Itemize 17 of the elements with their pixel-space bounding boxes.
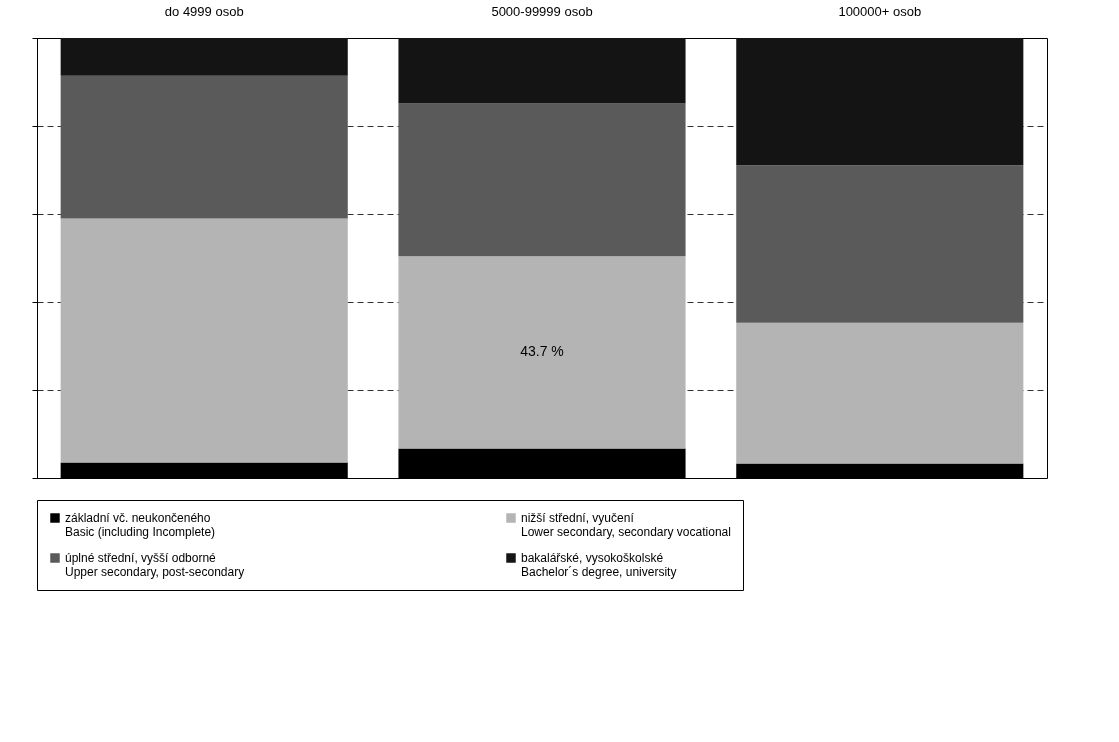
data-label: 43.7 % <box>520 343 564 360</box>
legend-label: základní vč. neukončeného Basic (including Incomplete) <box>65 511 216 539</box>
x-tick-label: 5000-99999 osob <box>491 3 593 19</box>
x-tick-label: 100000+ osob <box>838 3 922 19</box>
bar <box>60 38 348 76</box>
bar <box>398 38 686 104</box>
x-tick-label: do 4999 osob <box>164 3 244 19</box>
bar <box>736 38 1024 166</box>
legend-label: úplné střední, vyšší odborné Upper secondary, post-secondary <box>65 551 245 579</box>
legend-label: nižší střední, vyučení Lower secondary, secondary vocational <box>521 511 731 539</box>
bar <box>736 165 1024 323</box>
bar <box>60 218 348 463</box>
legend-label: bakalářské, vysokoškolské Bachelor´s degree, university <box>521 551 677 579</box>
bar <box>398 256 686 449</box>
bar <box>60 75 348 219</box>
bar <box>398 103 686 257</box>
bar <box>736 322 1024 464</box>
